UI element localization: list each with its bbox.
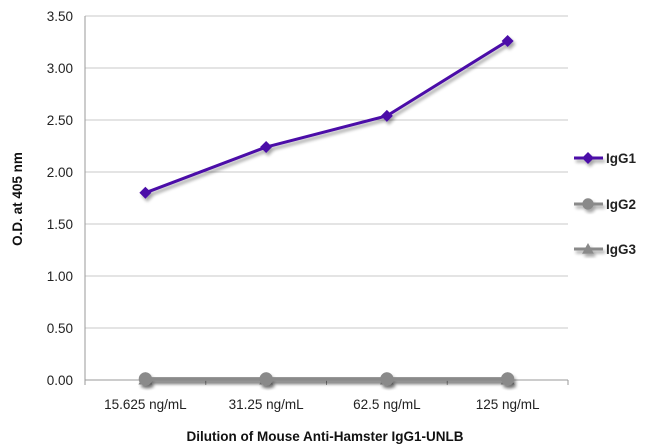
axes — [84, 16, 569, 385]
y-tick-labels: 0.00 0.50 1.00 1.50 2.00 2.50 3.00 3.50 — [47, 9, 73, 388]
legend-label: IgG3 — [606, 242, 636, 257]
legend-item-igg3 — [574, 243, 603, 254]
y-tick-label: 0.50 — [47, 321, 73, 336]
data-point-igg1 — [139, 186, 152, 199]
legend-marker — [582, 243, 594, 254]
x-tick-labels: 15.625 ng/mL 31.25 ng/mL 62.5 ng/mL 125 ng/… — [104, 397, 540, 412]
data-point-igg2 — [380, 372, 394, 386]
x-tick-label: 15.625 ng/mL — [104, 397, 187, 412]
data-point-igg2 — [500, 372, 515, 386]
series-line-igg1 — [144, 39, 509, 195]
data-point-igg1 — [260, 141, 273, 154]
data-point-igg1 — [380, 109, 393, 122]
y-tick-label: 1.50 — [47, 217, 73, 232]
y-axis-title: O.D. at 405 nm — [10, 152, 25, 246]
x-tick-label: 31.25 ng/mL — [229, 397, 305, 412]
data-point-igg2 — [259, 372, 273, 386]
series-igg2 — [138, 372, 515, 386]
y-tick-label: 0.00 — [47, 373, 73, 388]
legend: IgG1 IgG2 IgG3 — [574, 151, 636, 257]
x-tick-label: 62.5 ng/mL — [353, 397, 421, 412]
y-tick-label: 2.00 — [47, 165, 73, 180]
x-axis-title: Dilution of Mouse Anti-Hamster IgG1-UNLB — [187, 429, 464, 444]
legend-marker — [582, 198, 594, 210]
data-point-igg1 — [501, 34, 514, 47]
x-tick-label: 125 ng/mL — [476, 397, 540, 412]
legend-marker — [582, 152, 594, 164]
y-tick-label: 3.50 — [47, 9, 73, 24]
gridlines — [85, 15, 568, 329]
legend-label: IgG2 — [606, 197, 636, 212]
series — [138, 34, 515, 386]
y-tick-label: 3.00 — [47, 61, 73, 76]
series-igg1 — [139, 34, 514, 199]
data-point-igg2 — [138, 372, 153, 386]
legend-item-igg1 — [574, 152, 603, 164]
legend-item-igg2 — [574, 198, 603, 210]
legend-label: IgG1 — [606, 151, 636, 166]
y-tick-label: 1.00 — [47, 269, 73, 284]
y-tick-label: 2.50 — [47, 113, 73, 128]
